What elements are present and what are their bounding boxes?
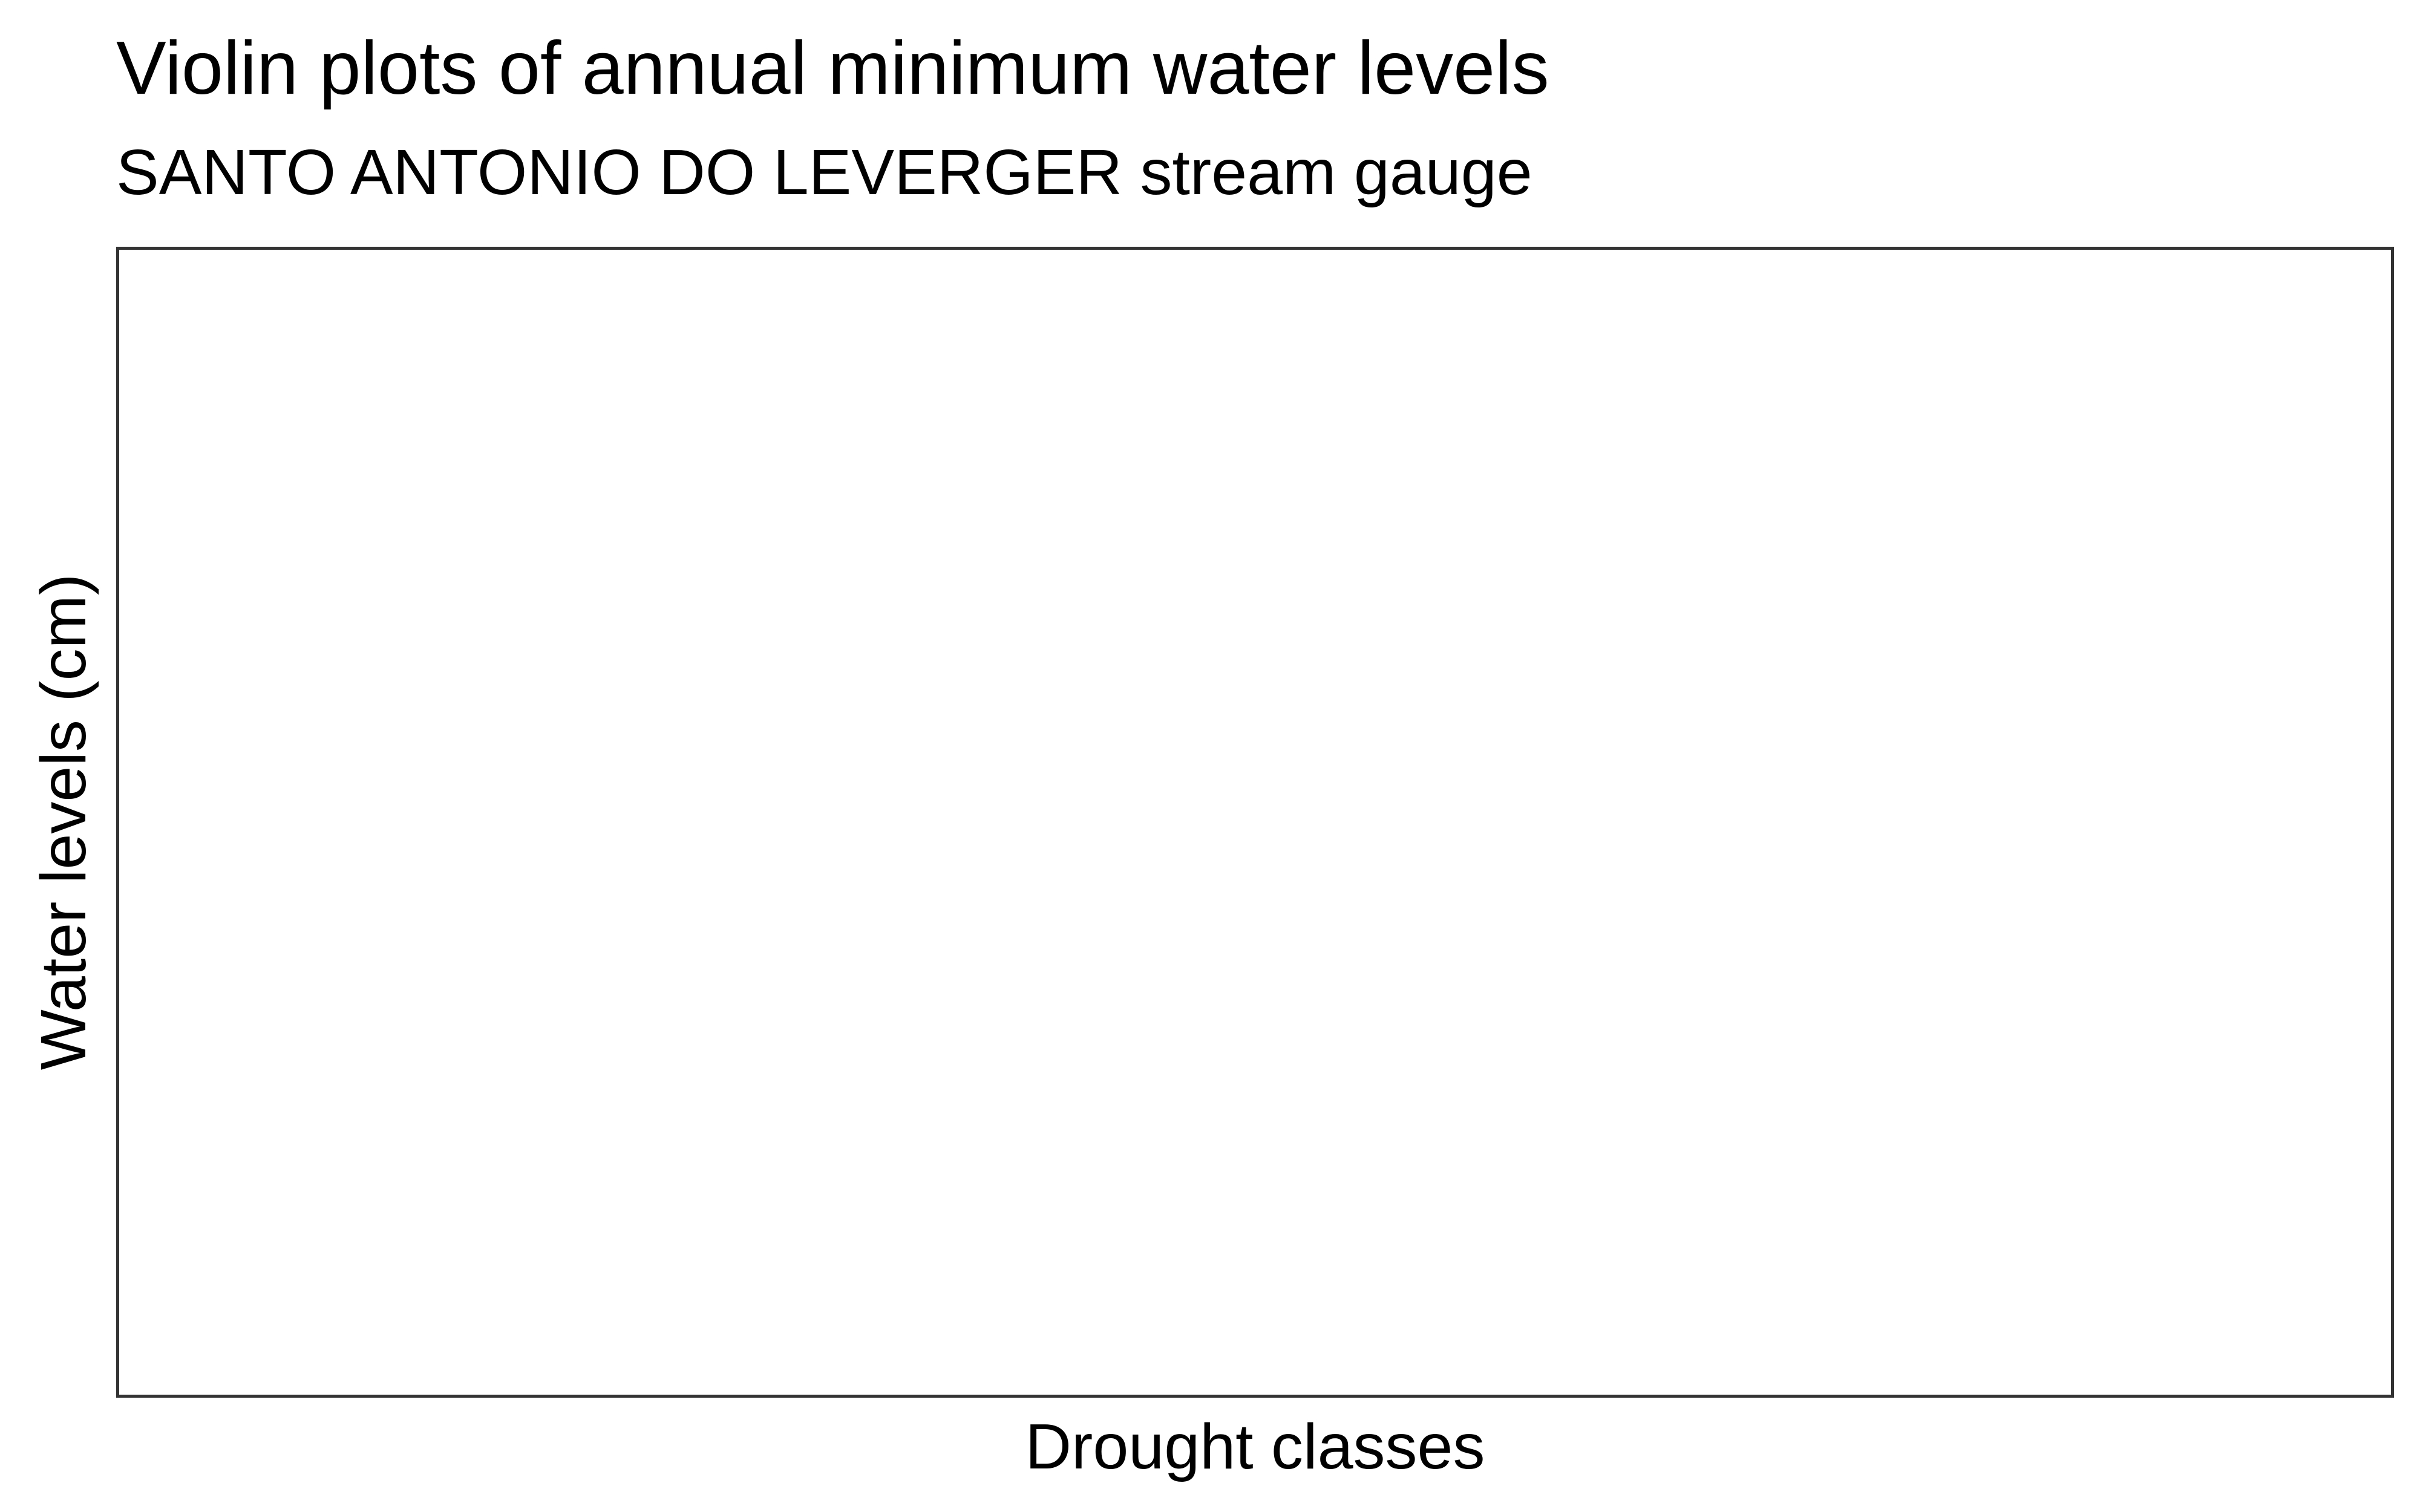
chart-subtitle: SANTO ANTONIO DO LEVERGER stream gauge (116, 137, 1532, 208)
chart-title: Violin plots of annual minimum water lev… (116, 27, 1549, 110)
plot-area (119, 250, 2391, 1395)
x-axis-label: Drought classes (1025, 1411, 1485, 1482)
plot-panel (116, 247, 2394, 1398)
y-axis-label: Water levels (cm) (28, 573, 99, 1070)
